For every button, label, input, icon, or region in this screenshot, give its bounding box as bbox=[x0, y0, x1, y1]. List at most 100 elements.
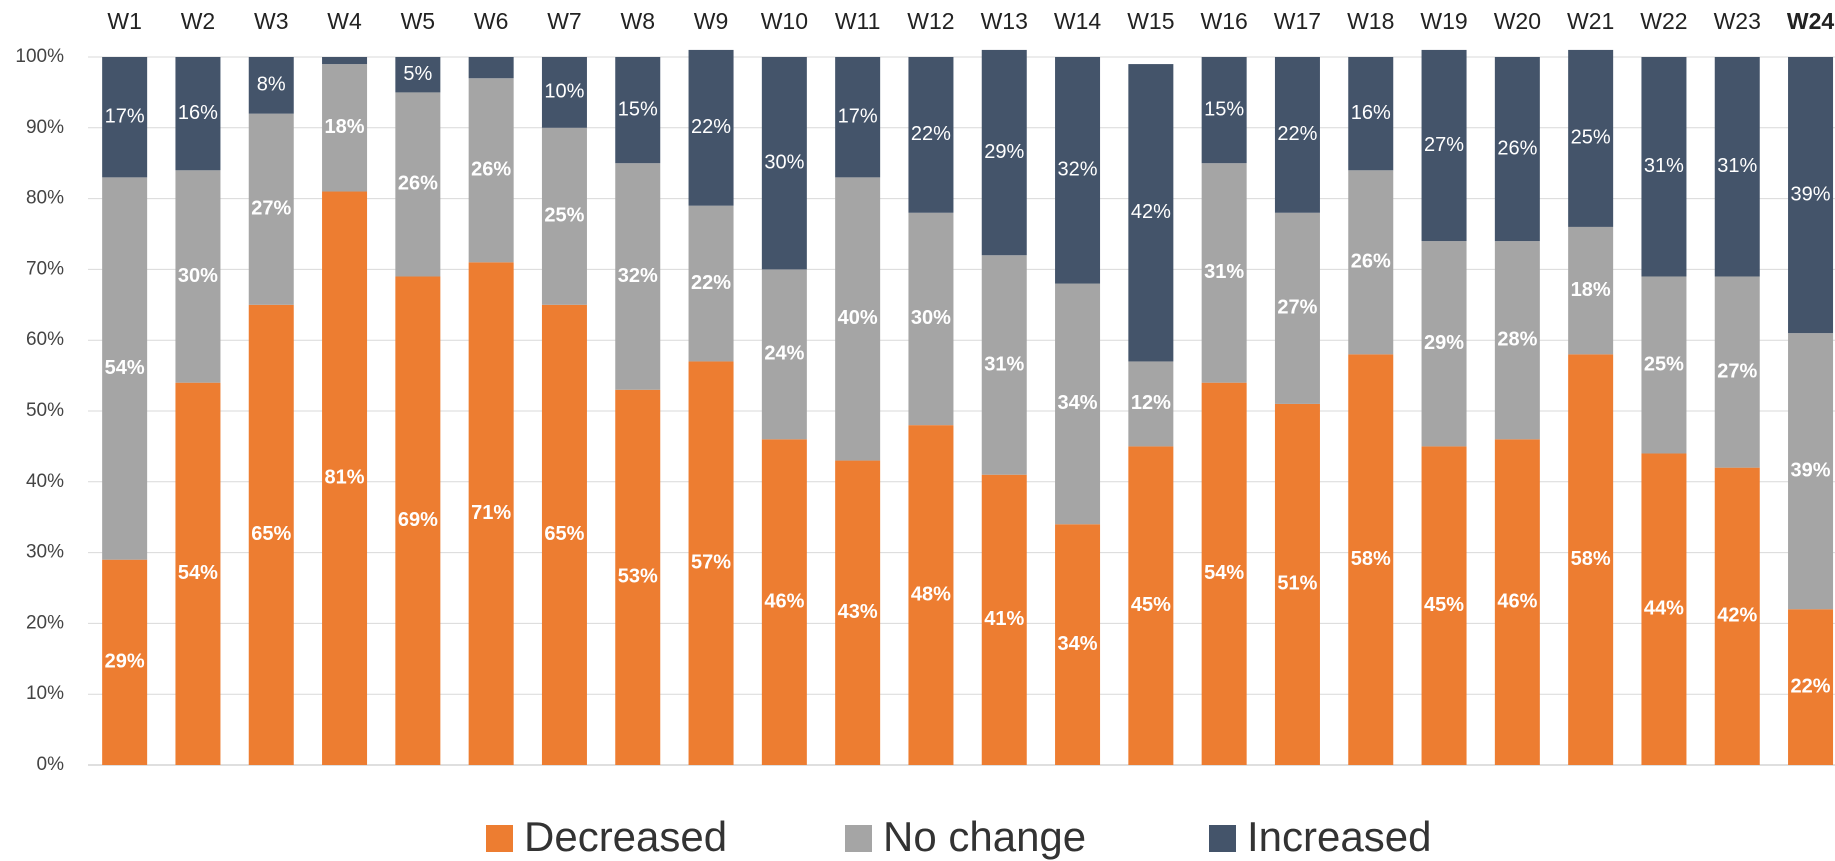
data-label: 31% bbox=[1644, 155, 1684, 177]
bar-segment bbox=[248, 57, 294, 114]
data-label: 71% bbox=[471, 502, 511, 524]
x-category-label: W4 bbox=[327, 8, 362, 34]
bar-segment bbox=[688, 49, 734, 206]
data-label: 44% bbox=[1644, 598, 1684, 620]
bar-segment bbox=[1274, 57, 1320, 213]
data-label: 43% bbox=[838, 601, 878, 623]
bar-segment bbox=[468, 57, 514, 79]
bar-segment bbox=[1201, 163, 1247, 383]
legend-swatch bbox=[486, 825, 513, 852]
bar-segment bbox=[1128, 361, 1174, 447]
bar-segment bbox=[835, 460, 881, 765]
data-label: 22% bbox=[691, 116, 731, 138]
x-category-label: W23 bbox=[1714, 8, 1761, 34]
data-label: 27% bbox=[1717, 360, 1757, 382]
bar-segment bbox=[541, 57, 587, 128]
data-label: 27% bbox=[1277, 297, 1317, 319]
y-tick-label: 40% bbox=[26, 471, 64, 492]
legend-label: No change bbox=[883, 813, 1086, 860]
data-label: 46% bbox=[1497, 590, 1537, 612]
data-label: 22% bbox=[1791, 675, 1831, 697]
data-label: 15% bbox=[618, 98, 658, 120]
x-category-label: W14 bbox=[1054, 8, 1102, 34]
data-label: 30% bbox=[764, 151, 804, 173]
data-label: 54% bbox=[1204, 562, 1244, 584]
bar-segment bbox=[395, 92, 441, 277]
data-label: 45% bbox=[1424, 594, 1464, 616]
bar-segment bbox=[1494, 439, 1540, 765]
bar-segment bbox=[248, 113, 294, 305]
data-label: 25% bbox=[1644, 353, 1684, 375]
bar-segment bbox=[1641, 453, 1687, 765]
bar-segment bbox=[1641, 57, 1687, 277]
data-label: 16% bbox=[1351, 102, 1391, 124]
bar-segment bbox=[1494, 241, 1540, 440]
bar-segment bbox=[395, 57, 441, 93]
data-label: 30% bbox=[178, 265, 218, 287]
bar-segment bbox=[1128, 64, 1174, 362]
bar-segment bbox=[688, 205, 734, 362]
x-category-label: W10 bbox=[761, 8, 808, 34]
x-category-label: W6 bbox=[474, 8, 509, 34]
data-label: 24% bbox=[764, 343, 804, 365]
data-label: 81% bbox=[325, 467, 365, 489]
data-label: 53% bbox=[618, 566, 658, 588]
bar-segment bbox=[395, 276, 441, 765]
bar-segment bbox=[615, 57, 661, 164]
bar-segment bbox=[1568, 49, 1614, 227]
data-label: 27% bbox=[251, 198, 291, 220]
y-tick-label: 0% bbox=[37, 754, 65, 775]
data-label: 5% bbox=[403, 63, 432, 85]
bar-segment bbox=[688, 361, 734, 765]
bar-segment bbox=[1714, 276, 1760, 468]
bar-segment bbox=[175, 57, 221, 171]
data-label: 39% bbox=[1791, 183, 1831, 205]
x-category-label: W22 bbox=[1640, 8, 1687, 34]
bar-segment bbox=[322, 191, 368, 765]
legend-swatch bbox=[1209, 825, 1236, 852]
data-label: 29% bbox=[984, 141, 1024, 163]
bar-segment bbox=[1274, 403, 1320, 765]
data-label: 29% bbox=[105, 651, 145, 673]
data-label: 28% bbox=[1497, 328, 1537, 350]
bar-segment bbox=[1348, 170, 1394, 355]
bar-segment bbox=[1128, 446, 1174, 765]
bar-segment bbox=[1494, 57, 1540, 242]
data-label: 54% bbox=[178, 562, 218, 584]
bar-segment bbox=[1788, 609, 1834, 765]
data-label: 42% bbox=[1717, 605, 1757, 627]
data-label: 22% bbox=[911, 123, 951, 145]
data-label: 30% bbox=[911, 307, 951, 329]
data-label: 26% bbox=[1351, 251, 1391, 273]
data-label: 65% bbox=[251, 523, 291, 545]
bar-segment bbox=[541, 304, 587, 765]
bar-segment bbox=[1274, 212, 1320, 404]
data-label: 12% bbox=[1131, 392, 1171, 414]
bar-segment bbox=[1568, 226, 1614, 355]
bar-segment bbox=[981, 49, 1027, 256]
bar-segment bbox=[908, 57, 954, 213]
x-category-label: W15 bbox=[1127, 8, 1174, 34]
y-tick-label: 100% bbox=[15, 46, 64, 67]
data-label: 57% bbox=[691, 552, 731, 574]
y-tick-label: 30% bbox=[26, 542, 64, 563]
data-label: 17% bbox=[105, 105, 145, 127]
bar-segment bbox=[908, 425, 954, 765]
x-category-label: W17 bbox=[1274, 8, 1321, 34]
bar-segment bbox=[102, 57, 148, 178]
data-label: 69% bbox=[398, 509, 438, 531]
bar-segment bbox=[1421, 49, 1467, 242]
bar-segment bbox=[322, 64, 368, 192]
y-tick-label: 70% bbox=[26, 258, 64, 279]
data-label: 29% bbox=[1424, 332, 1464, 354]
bar-segment bbox=[1348, 57, 1394, 171]
bar-segment bbox=[1055, 57, 1101, 284]
legend-swatch bbox=[845, 825, 872, 852]
data-label: 22% bbox=[691, 272, 731, 294]
data-label: 27% bbox=[1424, 134, 1464, 156]
data-label: 31% bbox=[1204, 261, 1244, 283]
data-label: 34% bbox=[1058, 633, 1098, 655]
bar-segment bbox=[761, 439, 807, 765]
bar-segment bbox=[761, 57, 807, 270]
y-tick-label: 60% bbox=[26, 329, 64, 350]
